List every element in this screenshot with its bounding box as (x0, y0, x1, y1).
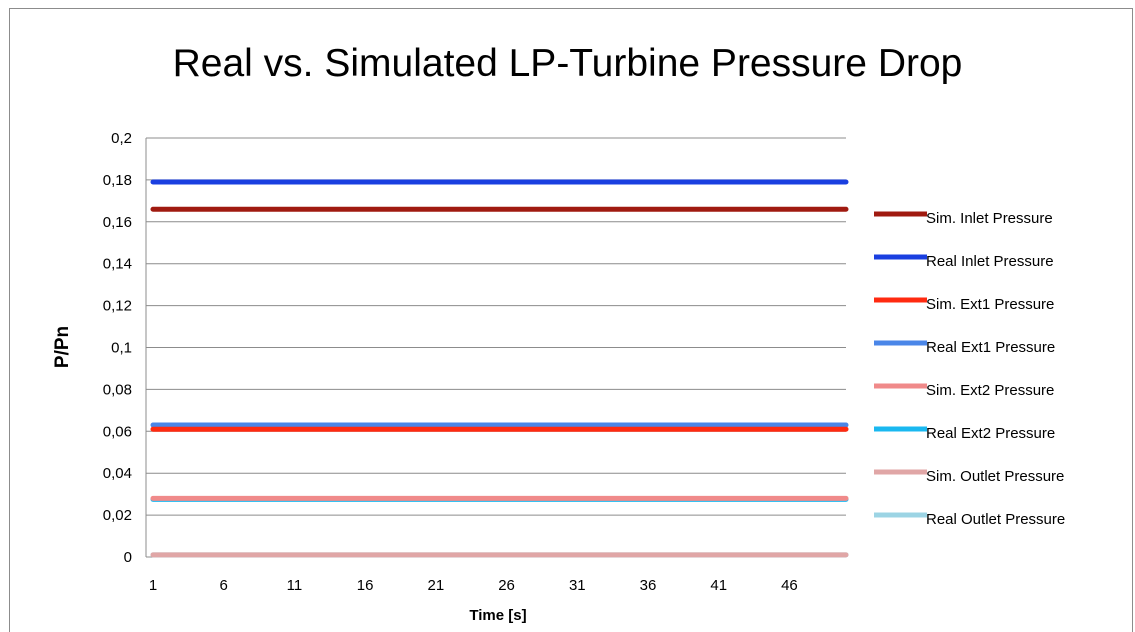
legend-label: Real Ext2 Pressure (926, 425, 1055, 442)
series-lines (150, 179, 849, 558)
x-tick-label: 6 (220, 577, 228, 594)
x-tick-label: 11 (287, 577, 303, 594)
legend-label: Sim. Ext1 Pressure (926, 296, 1054, 313)
x-tick-label: 1 (149, 577, 157, 594)
legend-label: Real Outlet Pressure (926, 511, 1065, 528)
y-tick-label: 0,06 (103, 423, 132, 440)
y-tick-label: 0 (124, 549, 132, 566)
legend-label: Sim. Ext2 Pressure (926, 382, 1054, 399)
legend: Sim. Inlet Pressure Real Inlet Pressure Si… (874, 210, 1065, 528)
legend-label: Real Inlet Pressure (926, 253, 1054, 270)
legend-label: Sim. Inlet Pressure (926, 210, 1053, 227)
legend-label: Sim. Outlet Pressure (926, 468, 1064, 485)
chart-frame (9, 8, 1133, 632)
x-tick-label: 41 (710, 577, 727, 594)
y-tick-label: 0,04 (103, 465, 132, 482)
x-tick-label: 16 (357, 577, 374, 594)
grid-lines (145, 137, 846, 558)
x-tick-label: 46 (781, 577, 798, 594)
x-axis-ticks: 1 6 11 16 21 26 31 36 41 46 (149, 577, 798, 594)
y-tick-label: 0,12 (103, 298, 132, 315)
x-tick-label: 36 (640, 577, 657, 594)
x-axis-label: Time [s] (469, 607, 526, 624)
legend-label: Real Ext1 Pressure (926, 339, 1055, 356)
x-tick-label: 21 (428, 577, 445, 594)
chart-title: Real vs. Simulated LP-Turbine Pressure D… (172, 42, 963, 85)
x-tick-label: 26 (498, 577, 515, 594)
y-tick-label: 0,08 (103, 381, 132, 398)
y-tick-label: 0,02 (103, 507, 132, 524)
y-axis-label: P/Pn (52, 326, 73, 368)
y-axis-ticks: 0 0,02 0,04 0,06 0,08 0,1 0,12 0,14 0,16 0,18 0,2 (103, 130, 132, 566)
y-tick-label: 0,1 (111, 340, 132, 357)
y-tick-label: 0,16 (103, 214, 132, 231)
y-tick-label: 0,18 (103, 172, 132, 189)
y-tick-label: 0,2 (111, 130, 132, 147)
y-tick-label: 0,14 (103, 256, 132, 273)
x-tick-label: 31 (569, 577, 586, 594)
